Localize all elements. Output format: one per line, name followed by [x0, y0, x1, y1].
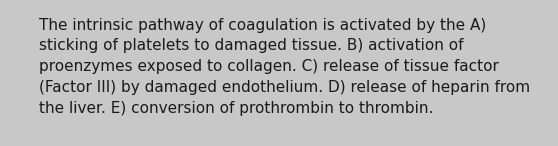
Text: The intrinsic pathway of coagulation is activated by the A)
sticking of platelet: The intrinsic pathway of coagulation is …	[39, 18, 530, 116]
